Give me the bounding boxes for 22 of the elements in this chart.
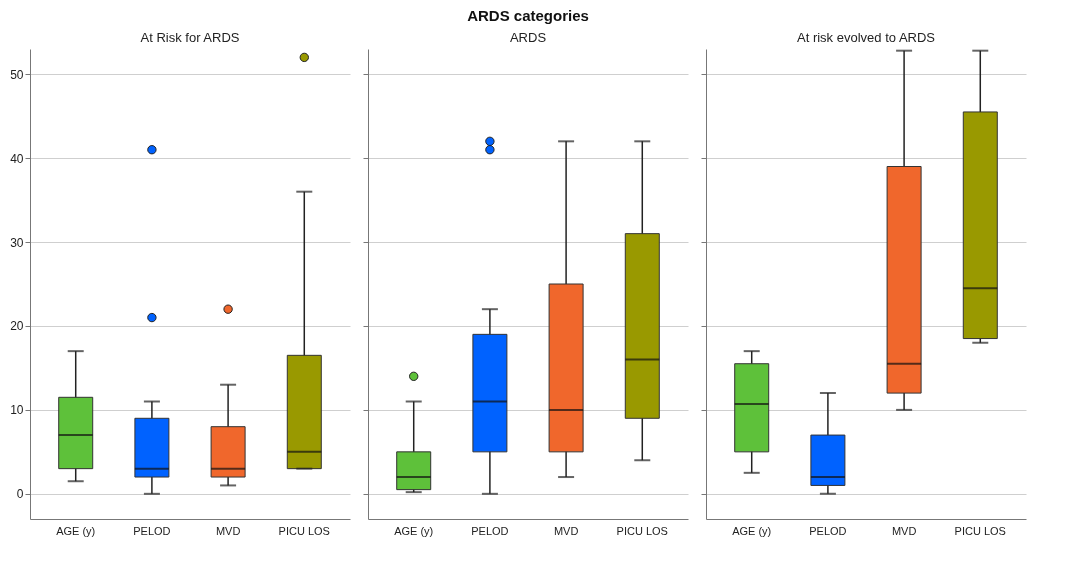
x-tick-label: PELOD — [809, 524, 847, 537]
chart-subtitle: ARDS — [509, 30, 547, 45]
y-tick-label: 50 — [10, 67, 24, 82]
x-tick-label: PELOD — [133, 524, 171, 537]
y-tick-label: 30 — [10, 235, 24, 250]
x-tick-label: MVD — [553, 524, 579, 537]
x-tick-label: MVD — [215, 524, 241, 537]
y-tick-label: 40 — [10, 151, 24, 166]
y-tick-label: 20 — [10, 319, 24, 334]
x-tick-label: AGE (y) — [732, 524, 772, 537]
x-tick-label: AGE (y) — [394, 524, 434, 537]
x-tick-label: PICU LOS — [278, 524, 330, 537]
y-tick-label: 0 — [16, 487, 24, 502]
chart-title: ARDS categories — [467, 7, 589, 24]
x-tick-label: PICU LOS — [616, 524, 668, 537]
x-tick-label: MVD — [891, 524, 917, 537]
y-tick-label: 10 — [10, 403, 24, 418]
x-tick-label: PELOD — [471, 524, 509, 537]
x-tick-label: PICU LOS — [954, 524, 1006, 537]
x-tick-label: AGE (y) — [56, 524, 96, 537]
chart-subtitle: At risk evolved to ARDS — [797, 30, 936, 45]
chart-subtitle: At Risk for ARDS — [140, 30, 240, 45]
